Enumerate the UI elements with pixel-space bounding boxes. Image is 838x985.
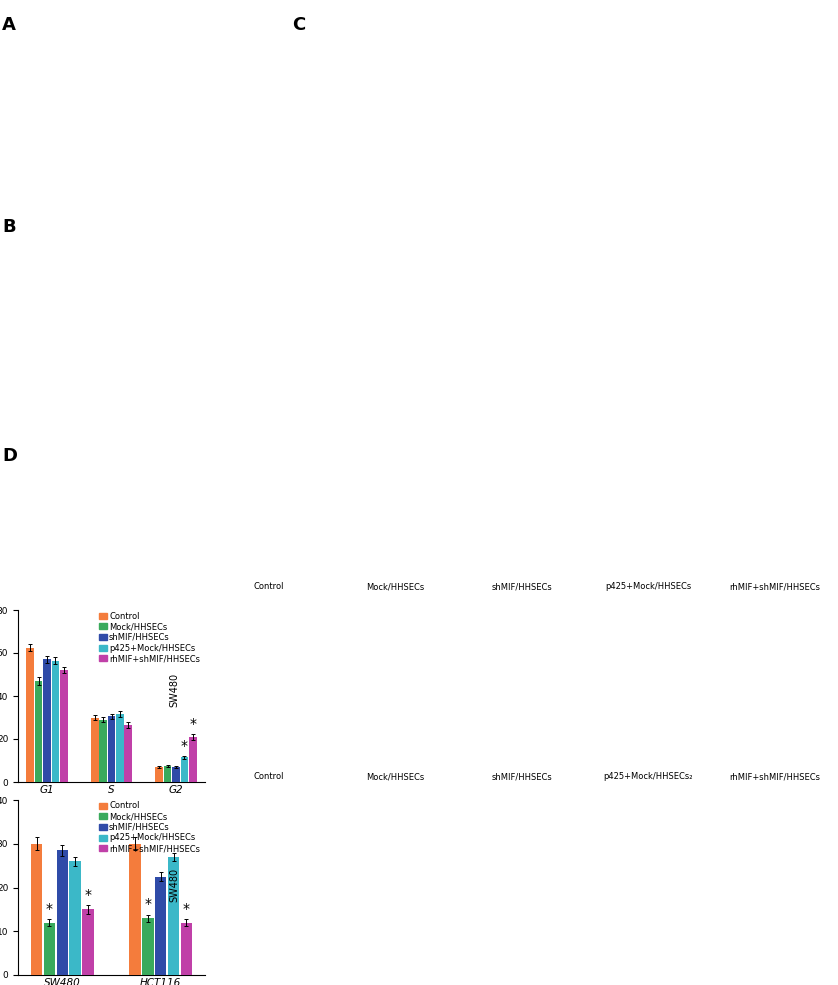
- Text: *: *: [85, 887, 91, 901]
- Text: rhMIF+shMIF/HHSECs: rhMIF+shMIF/HHSECs: [729, 772, 820, 781]
- Text: *: *: [181, 740, 188, 754]
- Bar: [82, 909, 94, 975]
- Bar: [108, 716, 116, 782]
- Text: D: D: [2, 447, 17, 465]
- Bar: [44, 659, 51, 782]
- Bar: [180, 923, 192, 975]
- Bar: [142, 918, 153, 975]
- Text: B: B: [2, 218, 16, 236]
- Text: Control: Control: [253, 772, 283, 781]
- Text: shMIF/HHSECs: shMIF/HHSECs: [491, 582, 552, 591]
- Bar: [116, 714, 124, 782]
- Text: p425+Mock/HHSECs: p425+Mock/HHSECs: [605, 582, 691, 591]
- Bar: [70, 861, 80, 975]
- Bar: [125, 725, 132, 782]
- Bar: [155, 877, 167, 975]
- Bar: [60, 670, 68, 782]
- Bar: [44, 923, 55, 975]
- Text: *: *: [189, 717, 196, 732]
- Bar: [189, 737, 197, 782]
- Legend: Control, Mock/HHSECs, shMIF/HHSECs, p425+Mock/HHSECs, rhMIF+shMIF/HHSECs: Control, Mock/HHSECs, shMIF/HHSECs, p425…: [98, 611, 201, 664]
- Text: Mock/HHSECs: Mock/HHSECs: [365, 582, 424, 591]
- Bar: [56, 850, 68, 975]
- Bar: [52, 661, 59, 782]
- Text: rhMIF+shMIF/HHSECs: rhMIF+shMIF/HHSECs: [729, 582, 820, 591]
- Text: *: *: [46, 901, 53, 915]
- Text: Mock/HHSECs: Mock/HHSECs: [365, 772, 424, 781]
- Bar: [181, 757, 189, 782]
- Bar: [129, 844, 141, 975]
- Text: SW480: SW480: [169, 673, 179, 707]
- Bar: [163, 766, 172, 782]
- Legend: Control, Mock/HHSECs, shMIF/HHSECs, p425+Mock/HHSECs, rhMIF+shMIF/HHSECs: Control, Mock/HHSECs, shMIF/HHSECs, p425…: [98, 801, 201, 854]
- Bar: [100, 720, 107, 782]
- Bar: [35, 681, 43, 782]
- Bar: [31, 844, 43, 975]
- Bar: [168, 857, 179, 975]
- Bar: [155, 767, 163, 782]
- Text: SW480: SW480: [169, 868, 179, 902]
- Bar: [91, 717, 99, 782]
- Text: *: *: [183, 901, 189, 915]
- Text: p425+Mock/HHSECs₂: p425+Mock/HHSECs₂: [603, 772, 693, 781]
- Text: C: C: [292, 16, 305, 34]
- Bar: [27, 647, 34, 782]
- Text: Control: Control: [253, 582, 283, 591]
- Bar: [173, 767, 180, 782]
- Text: shMIF/HHSECs: shMIF/HHSECs: [491, 772, 552, 781]
- Text: *: *: [144, 897, 152, 911]
- Text: A: A: [2, 16, 16, 34]
